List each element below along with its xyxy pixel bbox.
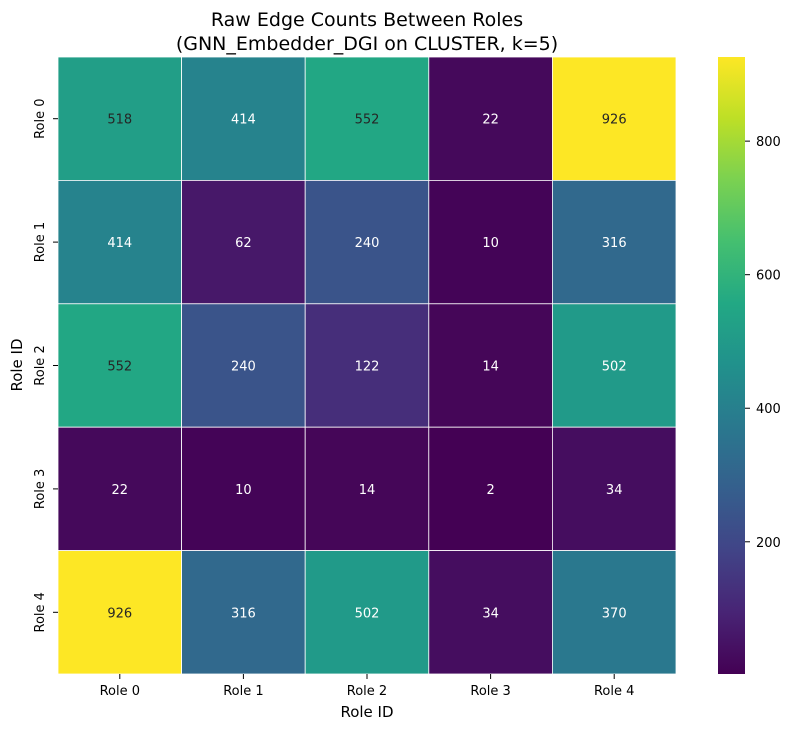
cell-value-label: 926 (107, 606, 132, 621)
heatmap-cell (304, 426, 430, 552)
cell-value-label: 926 (602, 113, 627, 128)
x-tick-label: Role 0 (100, 684, 140, 699)
y-tick-label: Role 4 (33, 592, 48, 632)
heatmap-cell (304, 179, 430, 305)
x-tick-label: Role 2 (347, 684, 387, 699)
heatmap-cell (552, 550, 677, 675)
cell-value-label: 370 (602, 606, 627, 621)
cell-value-label: 240 (355, 236, 380, 251)
cell-value-label: 316 (602, 236, 627, 251)
y-tick-label: Role 0 (33, 98, 48, 138)
colorbar-ticks: 200 400 600 800 (745, 135, 781, 551)
cell-value-label: 414 (231, 113, 256, 128)
cell-value-label: 22 (482, 113, 499, 128)
x-tick-label: Role 3 (470, 684, 510, 699)
cell-value-label: 34 (482, 606, 499, 621)
cell-value-label: 14 (482, 360, 499, 375)
heatmap-cell (304, 56, 430, 181)
x-tick-label: Role 4 (594, 684, 634, 699)
colorbar-tick-label: 800 (756, 135, 781, 150)
heatmap-cell (57, 179, 182, 305)
x-axis-label: Role ID (340, 703, 393, 721)
cell-value-label: 2 (486, 483, 494, 498)
heatmap-cells (57, 56, 677, 675)
y-tick-label: Role 2 (33, 345, 48, 385)
cell-value-label: 34 (606, 483, 623, 498)
cell-value-label: 62 (235, 236, 252, 251)
cell-value-label: 122 (355, 360, 380, 375)
heatmap-cell (181, 550, 306, 675)
colorbar-tick-label: 400 (756, 402, 781, 417)
cell-value-label: 14 (359, 483, 376, 498)
cell-value-label: 552 (355, 113, 380, 128)
x-tick-label: Role 1 (223, 684, 263, 699)
heatmap-cell (552, 303, 677, 428)
cell-value-label: 316 (231, 606, 256, 621)
heatmap-cell-labels: 518 414 552 22 926 414 62 240 10 316 552 240 122 14 50… (107, 113, 626, 622)
heatmap-cell (552, 426, 677, 552)
heatmap-cell (552, 56, 677, 181)
cell-value-label: 518 (107, 113, 132, 128)
cell-value-label: 502 (602, 360, 627, 375)
colorbar: 200 400 600 800 (718, 57, 781, 674)
heatmap-cell (304, 303, 430, 428)
heatmap-cell (552, 179, 677, 305)
cell-value-label: 22 (112, 483, 129, 498)
cell-value-label: 10 (482, 236, 499, 251)
cell-value-label: 414 (107, 236, 132, 251)
y-tick-label: Role 3 (33, 469, 48, 509)
heatmap-cell (428, 56, 553, 181)
colorbar-tick-label: 200 (756, 536, 781, 551)
heatmap-cell (181, 56, 306, 181)
cell-value-label: 240 (231, 360, 256, 375)
heatmap-cell (428, 426, 553, 552)
heatmap-cell (57, 550, 182, 675)
colorbar-tick-label: 600 (756, 269, 781, 284)
chart-title-line-1: Raw Edge Counts Between Roles (211, 9, 523, 31)
cell-value-label: 10 (235, 483, 252, 498)
heatmap-cell (181, 179, 306, 305)
y-axis-ticks: Role 0 Role 1 Role 2 Role 3 Role 4 (33, 98, 58, 633)
heatmap-cell (428, 303, 553, 428)
heatmap-cell (57, 56, 182, 181)
heatmap-cell (181, 303, 306, 428)
cell-value-label: 552 (107, 360, 132, 375)
chart-title-line-2: (GNN_Embedder_DGI on CLUSTER, k=5) (176, 33, 558, 55)
heatmap-cell (181, 426, 306, 552)
colorbar-gradient (718, 57, 745, 674)
x-axis-ticks: Role 0 Role 1 Role 2 Role 3 Role 4 (100, 674, 634, 699)
heatmap-cell (304, 550, 430, 675)
y-tick-label: Role 1 (33, 222, 48, 262)
y-axis-label: Role ID (8, 338, 26, 391)
cell-value-label: 502 (355, 606, 380, 621)
